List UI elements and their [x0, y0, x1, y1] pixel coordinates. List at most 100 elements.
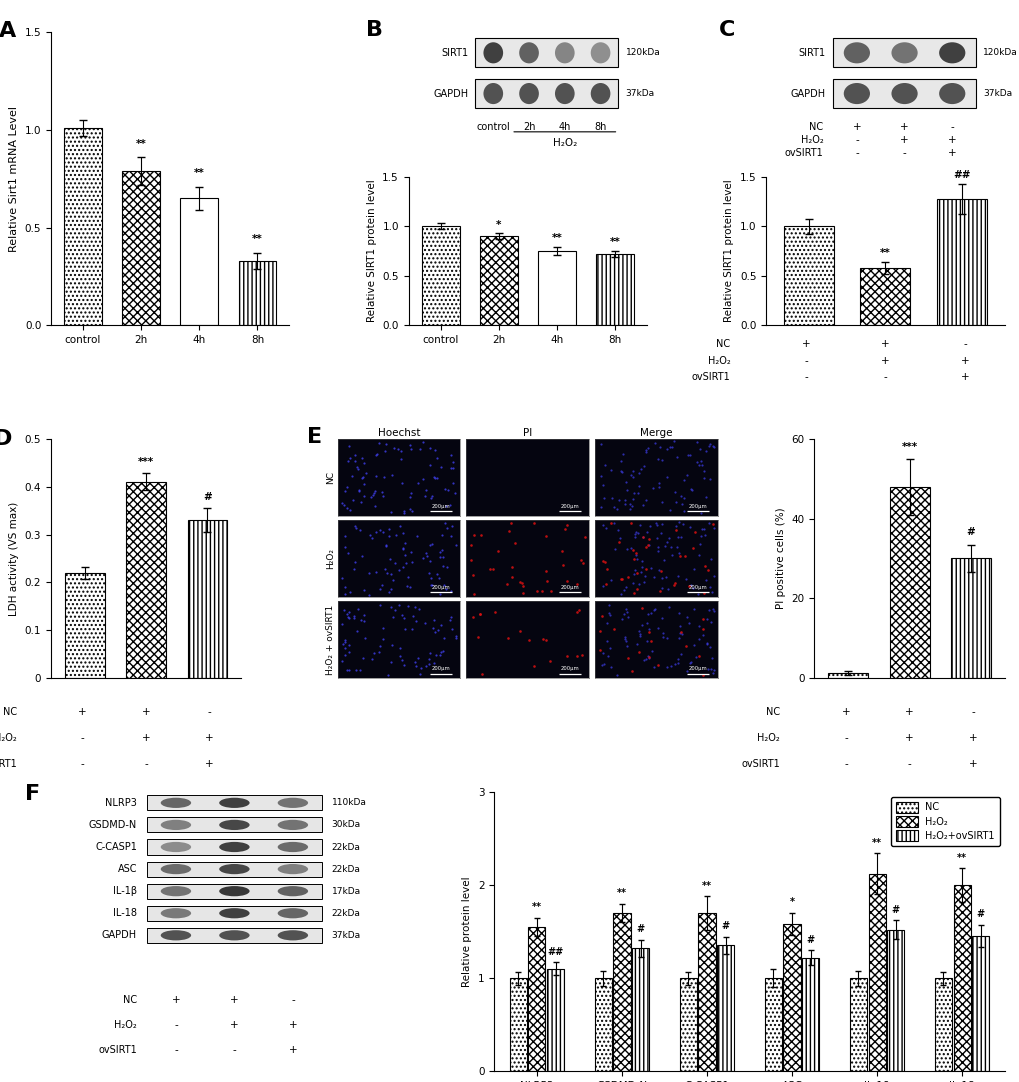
- Point: [391, 517, 408, 535]
- Point: [697, 489, 713, 506]
- Text: 120kDa: 120kDa: [625, 49, 659, 57]
- Bar: [934, 978, 951, 1071]
- Text: GAPDH: GAPDH: [102, 931, 137, 940]
- Point: [668, 539, 685, 556]
- Point: [654, 629, 671, 646]
- Point: [693, 520, 709, 538]
- Point: [698, 636, 714, 654]
- Point: [442, 608, 459, 625]
- Point: [678, 466, 694, 484]
- Point: [610, 533, 627, 551]
- Point: [623, 515, 639, 532]
- Point: [420, 650, 436, 668]
- Point: [428, 469, 444, 486]
- Point: [465, 567, 481, 584]
- Point: [660, 598, 677, 616]
- Point: [603, 490, 620, 507]
- Point: [682, 654, 698, 671]
- Point: [705, 519, 721, 537]
- Point: [393, 474, 410, 491]
- Point: [338, 661, 355, 678]
- Point: [668, 650, 685, 668]
- Point: [678, 571, 694, 589]
- Point: [382, 503, 398, 520]
- Point: [625, 575, 641, 592]
- Point: [503, 568, 520, 585]
- Bar: [147, 884, 322, 899]
- Point: [667, 520, 684, 538]
- Text: 200μm: 200μm: [689, 504, 707, 509]
- Point: [346, 452, 363, 470]
- Ellipse shape: [219, 797, 250, 808]
- Text: -: -: [844, 734, 847, 743]
- Point: [701, 435, 717, 452]
- Point: [569, 576, 585, 593]
- Point: [434, 541, 450, 558]
- Text: GAPDH: GAPDH: [433, 89, 468, 98]
- Point: [594, 578, 610, 595]
- Point: [698, 634, 714, 651]
- Point: [355, 467, 371, 485]
- Text: +: +: [880, 340, 889, 349]
- Bar: [510, 978, 526, 1071]
- Point: [650, 562, 666, 579]
- Text: 200μm: 200μm: [559, 585, 579, 590]
- Point: [695, 462, 711, 479]
- Text: 200μm: 200μm: [689, 585, 707, 590]
- Point: [336, 647, 353, 664]
- Text: H₂O₂: H₂O₂: [707, 356, 730, 366]
- Point: [705, 603, 721, 620]
- Bar: [595, 254, 634, 325]
- Point: [626, 551, 642, 568]
- Point: [404, 553, 420, 570]
- Ellipse shape: [161, 865, 191, 874]
- Point: [354, 649, 370, 667]
- Text: +: +: [900, 122, 908, 132]
- Text: -: -: [854, 135, 858, 145]
- Legend: NC, H₂O₂, H₂O₂+ovSIRT1: NC, H₂O₂, H₂O₂+ovSIRT1: [891, 796, 999, 846]
- Point: [569, 604, 585, 621]
- Point: [612, 585, 629, 603]
- Text: +: +: [142, 707, 150, 716]
- Point: [382, 565, 398, 582]
- Point: [339, 606, 356, 623]
- Point: [651, 438, 667, 456]
- Point: [463, 552, 479, 569]
- Point: [655, 551, 672, 568]
- Text: **: **: [609, 237, 620, 248]
- Point: [668, 448, 685, 465]
- Point: [525, 658, 541, 675]
- Point: [663, 546, 680, 564]
- Point: [649, 656, 665, 673]
- Y-axis label: H₂O₂ + ovSIRT1: H₂O₂ + ovSIRT1: [325, 605, 334, 675]
- Point: [595, 552, 611, 569]
- Text: +: +: [230, 995, 238, 1005]
- Point: [629, 485, 645, 502]
- Point: [436, 480, 452, 498]
- Point: [638, 443, 654, 460]
- Text: ovSIRT1: ovSIRT1: [0, 760, 16, 769]
- Point: [335, 602, 352, 619]
- Point: [336, 578, 353, 595]
- Point: [642, 632, 658, 649]
- Ellipse shape: [483, 83, 502, 104]
- Point: [702, 579, 718, 596]
- Point: [650, 478, 666, 496]
- Point: [691, 631, 707, 648]
- Bar: [147, 817, 322, 832]
- Text: D: D: [0, 430, 12, 449]
- Point: [403, 440, 419, 458]
- Point: [694, 610, 710, 628]
- Point: [693, 456, 709, 473]
- Point: [680, 615, 696, 632]
- Ellipse shape: [219, 820, 250, 830]
- Ellipse shape: [554, 42, 574, 64]
- Point: [417, 481, 433, 499]
- Text: H₂O₂: H₂O₂: [757, 734, 780, 743]
- Bar: [936, 199, 986, 325]
- Point: [702, 551, 718, 568]
- Point: [409, 527, 425, 544]
- Point: [393, 606, 410, 623]
- Point: [434, 642, 450, 659]
- Point: [377, 559, 393, 577]
